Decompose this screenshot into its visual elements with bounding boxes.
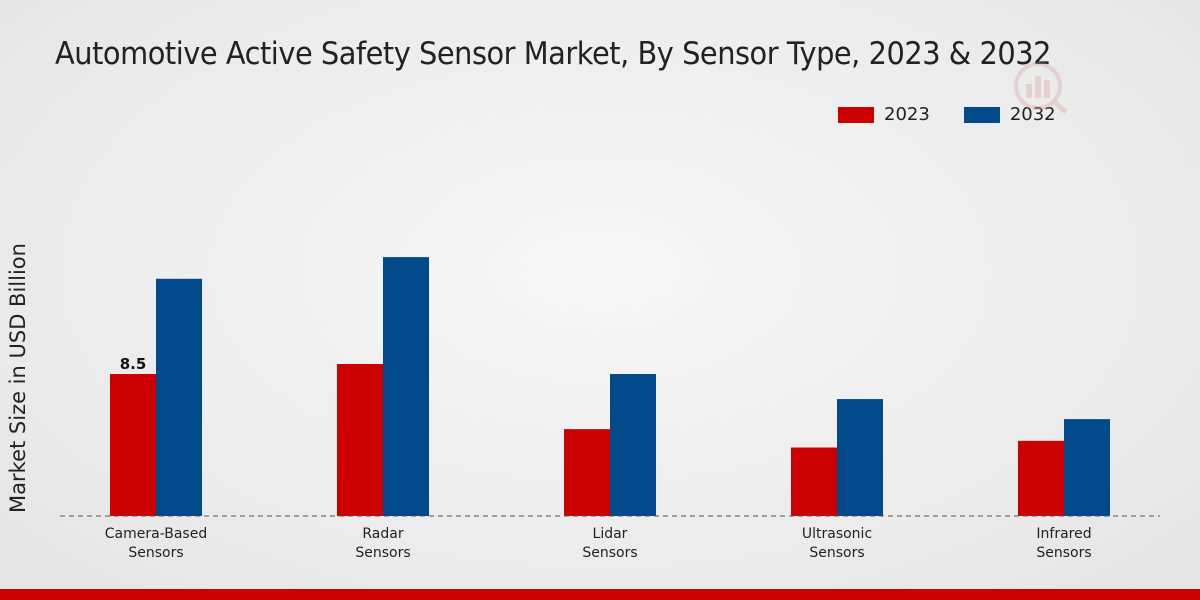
bar-2023-2 (564, 429, 610, 516)
x-tick-label-0-1: Sensors (128, 545, 183, 561)
x-tick-label-0-0: Camera-Based (105, 526, 207, 542)
legend-swatch-2032 (963, 106, 1000, 123)
data-label-0: 8.5 (120, 355, 147, 373)
legend-swatch-2023 (838, 106, 874, 123)
bar-2023-4 (1018, 440, 1064, 516)
x-tick-label-2-1: Sensors (582, 545, 637, 561)
legend-label-2032: 2032 (1009, 104, 1056, 125)
bar-2023-3 (791, 447, 837, 516)
legend-label-2023: 2023 (884, 104, 930, 125)
bar-2032-2 (610, 374, 656, 516)
bar-2032-3 (837, 399, 883, 516)
legend-item-2023: 2023 (838, 104, 930, 125)
bar-2023-0 (110, 374, 156, 516)
bar-2032-0 (156, 278, 202, 516)
bar-2032-4 (1064, 419, 1110, 516)
x-tick-label-2-0: Lidar (593, 526, 628, 542)
x-tick-label-4-0: Infrared (1036, 526, 1091, 542)
bottom-accent-bar (0, 589, 1200, 600)
chart-legend: 2023 2032 (838, 104, 1090, 125)
x-tick-label-1-1: Sensors (355, 545, 410, 561)
bar-2023-1 (337, 363, 383, 516)
x-tick-label-1-0: Radar (362, 526, 403, 542)
x-tick-label-3-1: Sensors (809, 545, 864, 561)
watermark-logo-icon (1008, 60, 1072, 116)
bar-2032-1 (383, 257, 429, 516)
x-tick-label-4-1: Sensors (1036, 545, 1091, 561)
legend-item-2032: 2032 (963, 104, 1056, 125)
chart-title: Automotive Active Safety Sensor Market, … (55, 36, 1052, 72)
x-tick-label-3-0: Ultrasonic (802, 526, 872, 542)
